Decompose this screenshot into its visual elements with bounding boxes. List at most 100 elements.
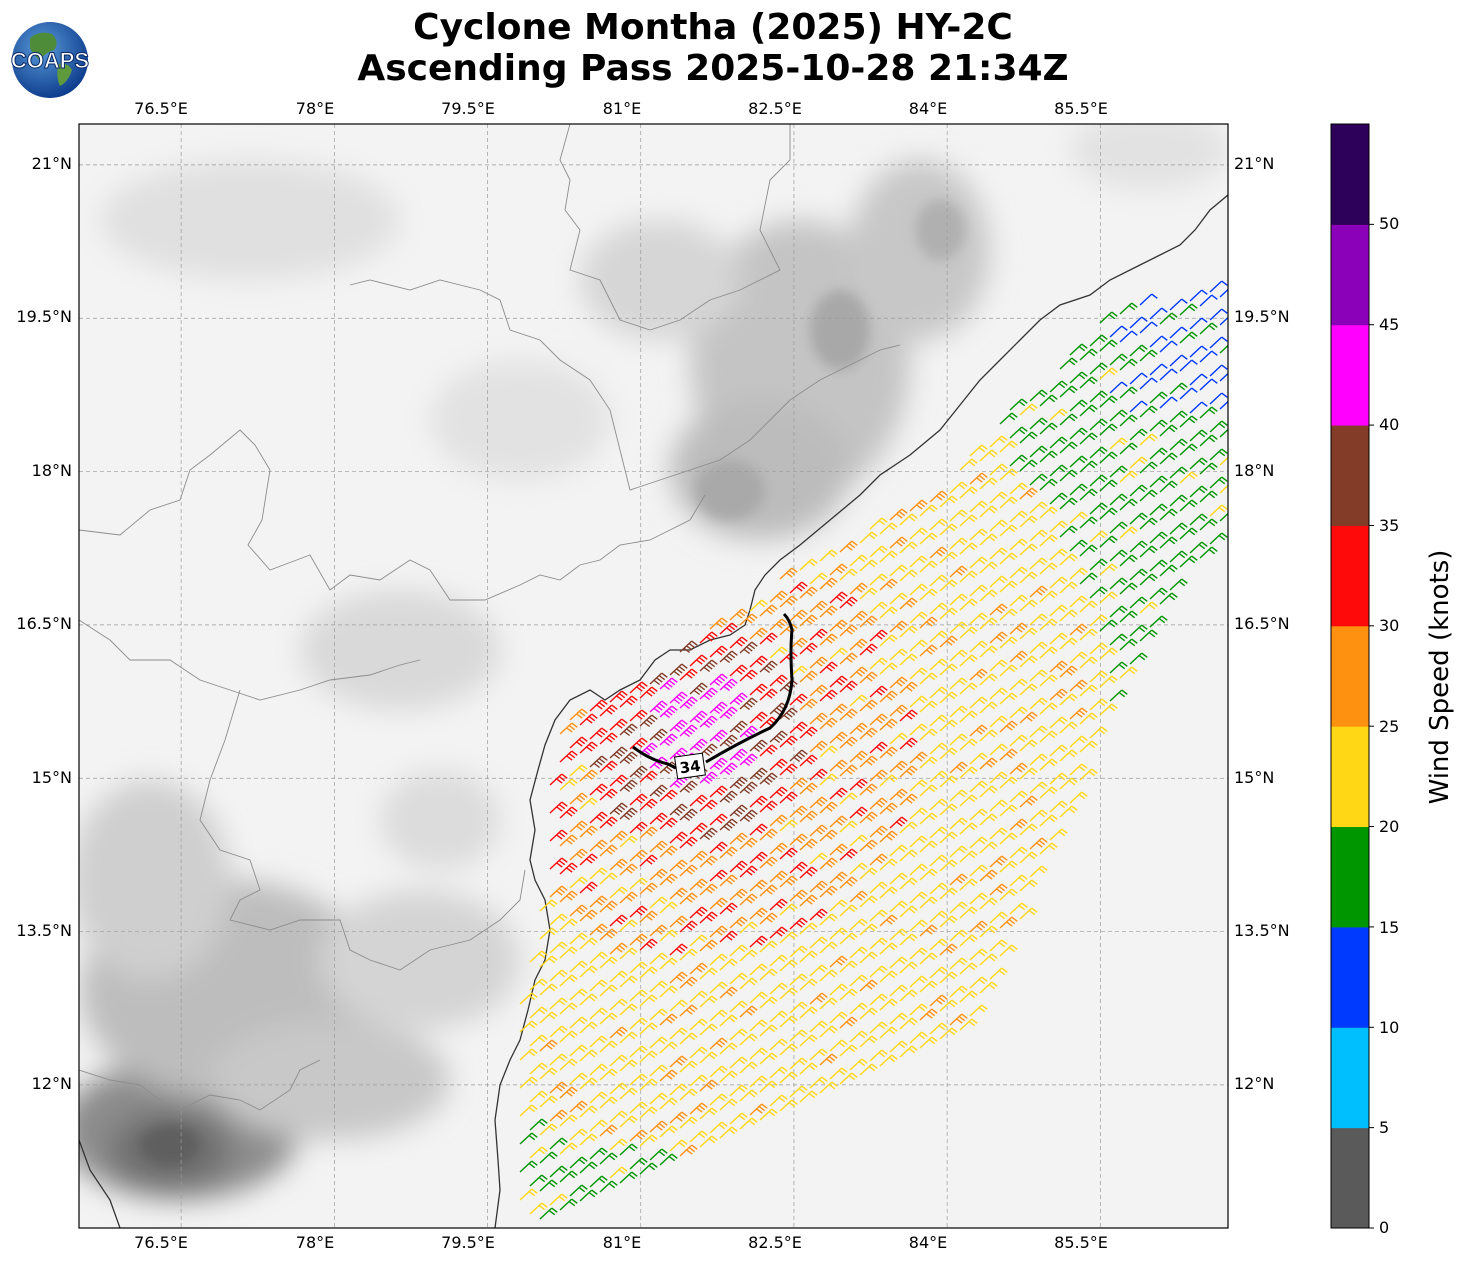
wind-barb (659, 1013, 678, 1026)
wind-barb (559, 1114, 578, 1127)
wind-barb (599, 900, 618, 913)
wind-barb (969, 1004, 988, 1017)
wind-barb (1029, 725, 1048, 738)
wind-barb (619, 947, 638, 960)
wind-barb (669, 803, 688, 817)
wind-barb (639, 1078, 658, 1091)
wind-barb (849, 554, 868, 567)
wind-barb (539, 1039, 558, 1052)
wind-barb (829, 619, 848, 632)
wind-barb (919, 504, 938, 517)
wind-barb (1079, 572, 1098, 585)
wind-barb (609, 718, 628, 731)
wind-barb (889, 592, 908, 605)
wind-barb (579, 993, 598, 1006)
wind-barb (999, 412, 1018, 425)
wind-barb (959, 486, 978, 499)
wind-barb (859, 755, 878, 768)
wind-barb (679, 976, 698, 989)
wind-barb (849, 834, 868, 847)
wind-barb (1039, 814, 1058, 827)
wind-barb (919, 868, 938, 881)
wind-barb (629, 821, 648, 834)
wind-barb (689, 1046, 708, 1059)
wind-barb (779, 763, 798, 776)
wind-barb (1089, 726, 1108, 739)
chart-title-line2: Ascending Pass 2025-10-28 21:34Z (357, 48, 1069, 89)
wind-barb (989, 463, 1008, 476)
wind-barb (879, 1026, 898, 1039)
colorbar-tick: 15 (1379, 918, 1400, 937)
wind-barb (1129, 624, 1148, 637)
wind-barb (1039, 702, 1058, 715)
wind-barb (929, 742, 948, 755)
wind-barb (999, 804, 1018, 817)
wind-barb (1009, 874, 1028, 887)
wind-barb (1029, 865, 1048, 878)
colorbar-segment (1331, 124, 1369, 225)
wind-barb (949, 901, 968, 914)
wind-barb (929, 826, 948, 839)
wind-barb (899, 877, 918, 890)
wind-barb (939, 719, 958, 732)
wind-barb (779, 791, 798, 804)
wind-barb (1149, 587, 1168, 600)
wind-barb (679, 1032, 698, 1045)
wind-barb (519, 1048, 538, 1061)
wind-barb (869, 853, 888, 866)
wind-barb (619, 863, 638, 876)
wind-barb (839, 568, 858, 581)
wind-barb (779, 735, 798, 748)
wind-barb (629, 989, 648, 1002)
wind-barb (1049, 828, 1068, 841)
wind-barb (679, 724, 698, 738)
wind-barb (939, 971, 958, 984)
wind-barb (849, 750, 868, 763)
lat-tick-right: 15°N (1234, 768, 1275, 787)
wind-barb (1059, 553, 1078, 566)
wind-barb (989, 687, 1008, 700)
wind-barb (1209, 448, 1228, 461)
colorbar-tick: 50 (1379, 214, 1400, 233)
wind-barb (1079, 460, 1098, 473)
wind-barb (959, 626, 978, 639)
wind-barb (599, 872, 618, 885)
wind-barb (1119, 610, 1138, 623)
wind-barb (929, 658, 948, 671)
wind-barb (999, 944, 1018, 957)
wind-barb (1189, 457, 1208, 470)
wind-barb (839, 904, 858, 917)
wind-barb (959, 738, 978, 751)
wind-barb (1209, 364, 1228, 377)
colorbar-tick: 0 (1379, 1218, 1390, 1237)
wind-barb (859, 895, 878, 908)
wind-barb (879, 1054, 898, 1067)
wind-barb (909, 947, 928, 960)
wind-barb (739, 613, 758, 626)
wind-barb (1129, 540, 1148, 553)
wind-barb (539, 1179, 558, 1192)
wind-barb (799, 1090, 818, 1103)
wind-barb (849, 862, 868, 875)
wind-barb (1179, 527, 1198, 540)
wind-barb (709, 1065, 728, 1078)
wind-barb (759, 940, 778, 953)
wind-barb (819, 717, 838, 730)
wind-barb (579, 797, 598, 810)
wind-barb (949, 677, 968, 690)
wind-barb (929, 910, 948, 923)
wind-barb (659, 957, 678, 970)
wind-barb (529, 1006, 548, 1019)
wind-barb (889, 956, 908, 969)
wind-barb (549, 1193, 568, 1206)
wind-barb (1039, 730, 1058, 743)
wind-barb (779, 1043, 798, 1056)
wind-barb (709, 981, 728, 994)
wind-barb (599, 760, 618, 773)
wind-barb (729, 1112, 748, 1125)
wind-barb (579, 937, 598, 950)
wind-barb (589, 783, 608, 796)
wind-barb (1219, 428, 1228, 438)
wind-barb (919, 924, 938, 937)
lat-tick-left: 12°N (31, 1074, 72, 1093)
